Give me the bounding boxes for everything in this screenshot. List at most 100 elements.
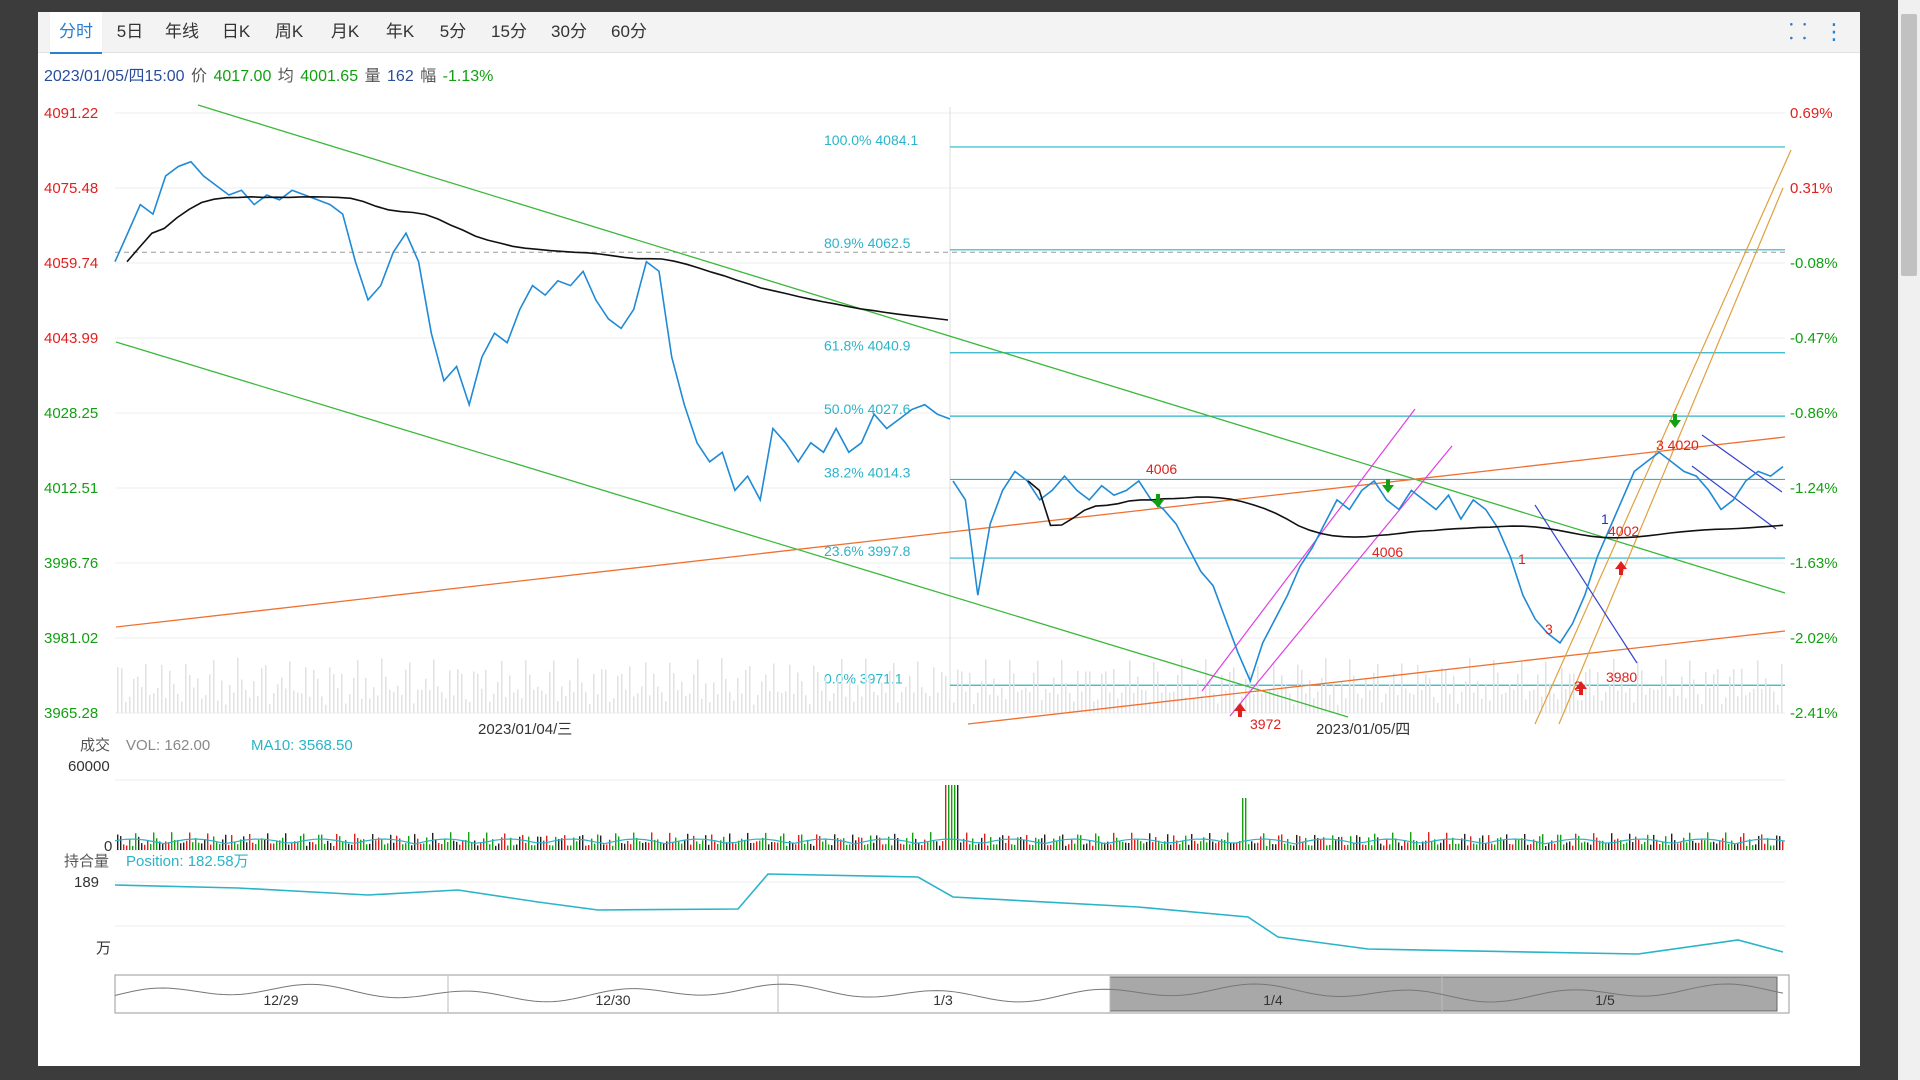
ghost-volume-bar [229, 685, 231, 713]
ghost-volume-bar [325, 704, 327, 713]
ghost-volume-bar [745, 669, 747, 713]
ghost-volume-bar [933, 667, 935, 713]
ghost-volume-bar [1317, 691, 1319, 713]
ghost-volume-bar [337, 688, 339, 713]
ghost-volume-bar [1045, 688, 1047, 713]
volume-bar [984, 833, 986, 850]
y-tick-label: 4075.48 [44, 180, 98, 197]
volume-bar [1461, 838, 1463, 850]
tab-weekly-k[interactable]: 周K [274, 22, 304, 41]
tab-15min[interactable]: 15分 [491, 22, 527, 41]
volume-bar [468, 832, 470, 850]
ghost-volume-bar [1141, 689, 1143, 713]
page-scrollbar[interactable] [1898, 0, 1920, 1080]
tab-60min[interactable]: 60分 [611, 22, 647, 41]
volume-bar [1212, 841, 1214, 850]
tab-intraday[interactable]: 分时 [50, 12, 102, 54]
ghost-volume-bar [569, 680, 571, 713]
ghost-volume-bar [1109, 692, 1111, 713]
volume-bar [1227, 832, 1229, 850]
ghost-volume-bar [997, 695, 999, 713]
volume-ma-line [114, 838, 1786, 845]
y-tick-label-right: -1.63% [1790, 555, 1838, 572]
y-tick-label-right: -2.02% [1790, 630, 1838, 647]
volume-bar [906, 838, 908, 850]
volume-bar [465, 839, 467, 850]
volume-bar [210, 844, 212, 850]
ghost-volume-bar [1761, 688, 1763, 713]
more-vertical-icon[interactable]: ⋮ [1823, 19, 1845, 44]
volume-bar [1068, 844, 1070, 850]
ghost-volume-bar [1397, 695, 1399, 713]
volume-bar [1605, 843, 1607, 850]
compress-icon[interactable]: ⸬ [1788, 19, 1808, 44]
volume-bar [675, 837, 677, 850]
tab-daily-k[interactable]: 日K [221, 22, 251, 41]
volume-bar [1479, 838, 1481, 850]
ghost-volume-bar [505, 696, 507, 713]
tab-year-line[interactable]: 年线 [165, 22, 199, 41]
ghost-volume-bar [645, 662, 647, 713]
volume-bar [1506, 834, 1508, 850]
tab-5min[interactable]: 5分 [439, 22, 467, 41]
ghost-volume-bar [1709, 687, 1711, 713]
tab-30min[interactable]: 30分 [551, 22, 587, 41]
ghost-volume-bar [1029, 692, 1031, 713]
ghost-volume-bar [1701, 704, 1703, 713]
sell-arrow-icon [1382, 479, 1394, 493]
volume-bar [471, 842, 473, 850]
ghost-volume-bar [1749, 692, 1751, 713]
ghost-volume-bar [1001, 687, 1003, 713]
tab-5day[interactable]: 5日 [116, 22, 144, 41]
ghost-volume-bar [1489, 700, 1491, 713]
ghost-volume-bar [1401, 663, 1403, 713]
price-line-day1 [114, 160, 951, 503]
volume-bar [1437, 844, 1439, 850]
ghost-volume-bar [377, 695, 379, 713]
volume-bar [960, 842, 962, 850]
volume-bar [816, 834, 818, 850]
volume-bar [222, 839, 224, 850]
ghost-volume-bar [413, 703, 415, 713]
volume-bar [1395, 838, 1397, 850]
volume-bar [870, 835, 872, 850]
tab-monthly-k[interactable]: 月K [330, 22, 360, 41]
ghost-volume-bar [625, 689, 627, 713]
y-tick-label: 4091.22 [44, 105, 98, 122]
volume-bar [711, 834, 713, 850]
ghost-volume-bar [357, 660, 359, 713]
volume-bar [492, 839, 494, 850]
ghost-volume-bar [141, 687, 143, 713]
volume-bar [480, 842, 482, 850]
ghost-volume-bar [381, 658, 383, 713]
volume-bar [939, 845, 941, 850]
volume-bar [936, 841, 938, 850]
volume-bar [579, 836, 581, 850]
volume-bar [771, 842, 773, 850]
volume-bar [420, 843, 422, 850]
scrollbar-thumb[interactable] [1901, 14, 1917, 276]
ghost-volume-bar [917, 661, 919, 713]
ghost-volume-bar [201, 698, 203, 713]
tab-yearly-k[interactable]: 年K [385, 22, 415, 41]
volume-bar [957, 785, 959, 850]
volume-bar [495, 845, 497, 850]
ghost-volume-bar [845, 696, 847, 713]
volume-bar [1380, 843, 1382, 850]
volume-bar [1428, 832, 1430, 850]
volume-bar [1023, 840, 1025, 850]
volume-bar [564, 835, 566, 850]
volume-bar [1050, 844, 1052, 850]
chart-canvas[interactable]: 4091.22 4075.48 4059.74 4043.99 4028.25 4012.… [38, 12, 1860, 1066]
ghost-volume-bar [1537, 674, 1539, 713]
ghost-volume-bar [649, 695, 651, 713]
volume-label: 量 [364, 68, 381, 85]
volume-bar [1422, 841, 1424, 850]
volume-bar [207, 833, 209, 850]
y-tick-label-right: -0.47% [1790, 330, 1838, 347]
volume-bar [306, 845, 308, 850]
ghost-volume-bar [1649, 687, 1651, 713]
volume-bar [1371, 845, 1373, 850]
volume-bar [411, 845, 413, 850]
ghost-volume-bar [809, 704, 811, 713]
